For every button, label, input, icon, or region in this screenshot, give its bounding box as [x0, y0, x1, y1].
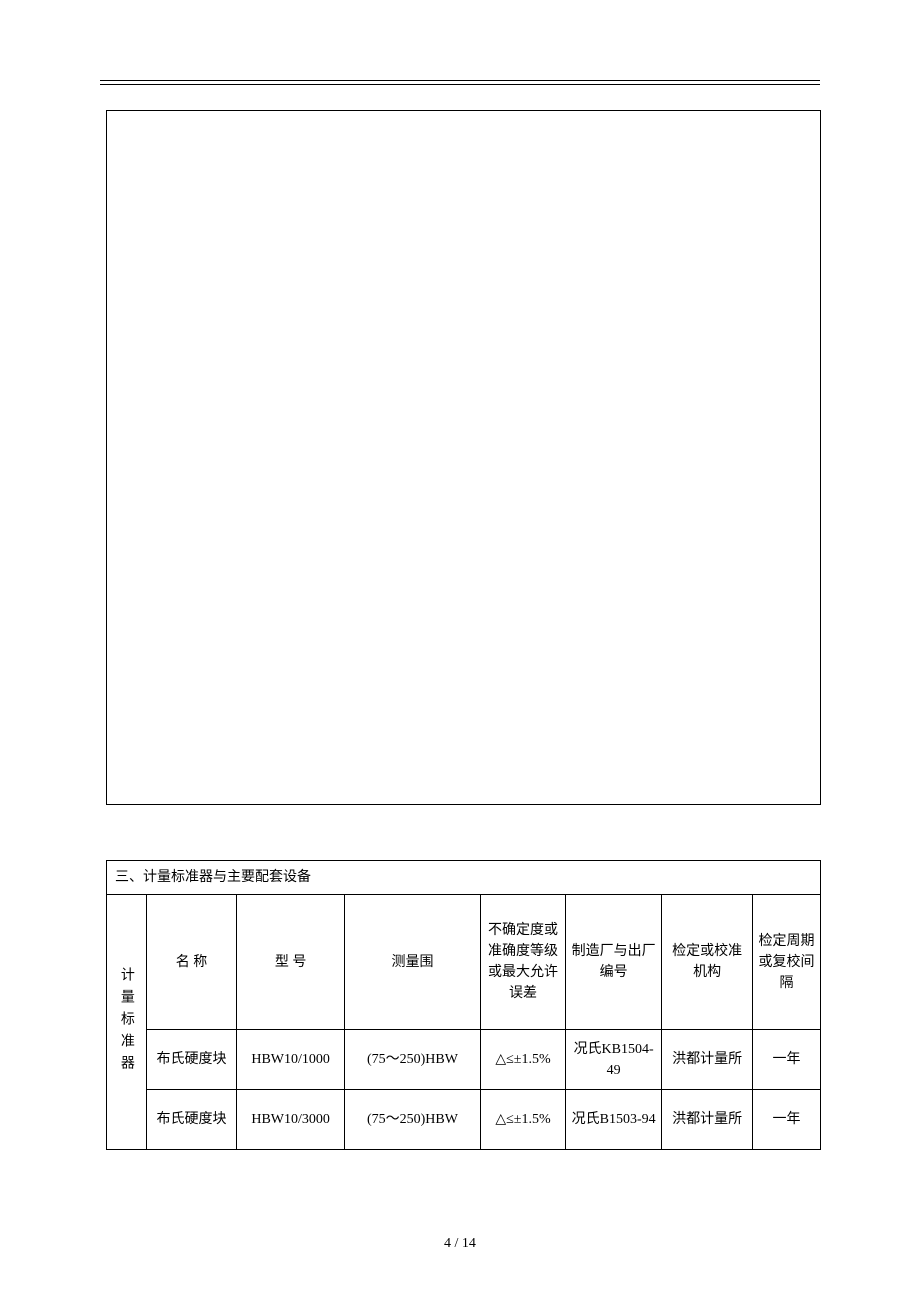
top-rule-thick — [100, 80, 820, 81]
page-container: 三、计量标准器与主要配套设备 计量标准器 名 称 型 号 测量围 不确定度或准确… — [0, 0, 920, 1302]
header-range: 测量围 — [344, 895, 480, 1030]
header-cycle: 检定周期或复校间隔 — [752, 895, 820, 1030]
cell-model: HBW10/3000 — [237, 1090, 345, 1150]
cell-manufacturer: 况氏KB1504-49 — [565, 1030, 661, 1090]
table-section-header-row: 三、计量标准器与主要配套设备 — [107, 861, 821, 895]
cell-range: (75～250)HBW — [344, 1090, 480, 1150]
header-manufacturer: 制造厂与出厂编号 — [565, 895, 661, 1030]
cell-model: HBW10/1000 — [237, 1030, 345, 1090]
cell-cycle: 一年 — [752, 1090, 820, 1150]
top-rule-thin — [100, 84, 820, 85]
header-model: 型 号 — [237, 895, 345, 1030]
header-institution: 检定或校准机构 — [662, 895, 753, 1030]
section-title: 三、计量标准器与主要配套设备 — [107, 861, 821, 895]
cell-uncertainty: △≤±1.5% — [480, 1030, 565, 1090]
cell-name: 布氏硬度块 — [146, 1090, 237, 1150]
cell-manufacturer: 况氏B1503-94 — [565, 1090, 661, 1150]
cell-institution: 洪都计量所 — [662, 1030, 753, 1090]
table-header-row: 计量标准器 名 称 型 号 测量围 不确定度或准确度等级或最大允许误差 制造厂与… — [107, 895, 821, 1030]
cell-cycle: 一年 — [752, 1030, 820, 1090]
header-name: 名 称 — [146, 895, 237, 1030]
cell-uncertainty: △≤±1.5% — [480, 1090, 565, 1150]
header-uncertainty: 不确定度或准确度等级或最大允许误差 — [480, 895, 565, 1030]
table-row: 布氏硬度块 HBW10/3000 (75～250)HBW △≤±1.5% 况氏B… — [107, 1090, 821, 1150]
empty-content-box — [106, 110, 821, 805]
cell-range: (75～250)HBW — [344, 1030, 480, 1090]
row-category-label: 计量标准器 — [107, 895, 147, 1150]
page-number: 4 / 14 — [0, 1236, 920, 1252]
equipment-table: 三、计量标准器与主要配套设备 计量标准器 名 称 型 号 测量围 不确定度或准确… — [106, 860, 821, 1150]
cell-institution: 洪都计量所 — [662, 1090, 753, 1150]
cell-name: 布氏硬度块 — [146, 1030, 237, 1090]
table-row: 布氏硬度块 HBW10/1000 (75～250)HBW △≤±1.5% 况氏K… — [107, 1030, 821, 1090]
